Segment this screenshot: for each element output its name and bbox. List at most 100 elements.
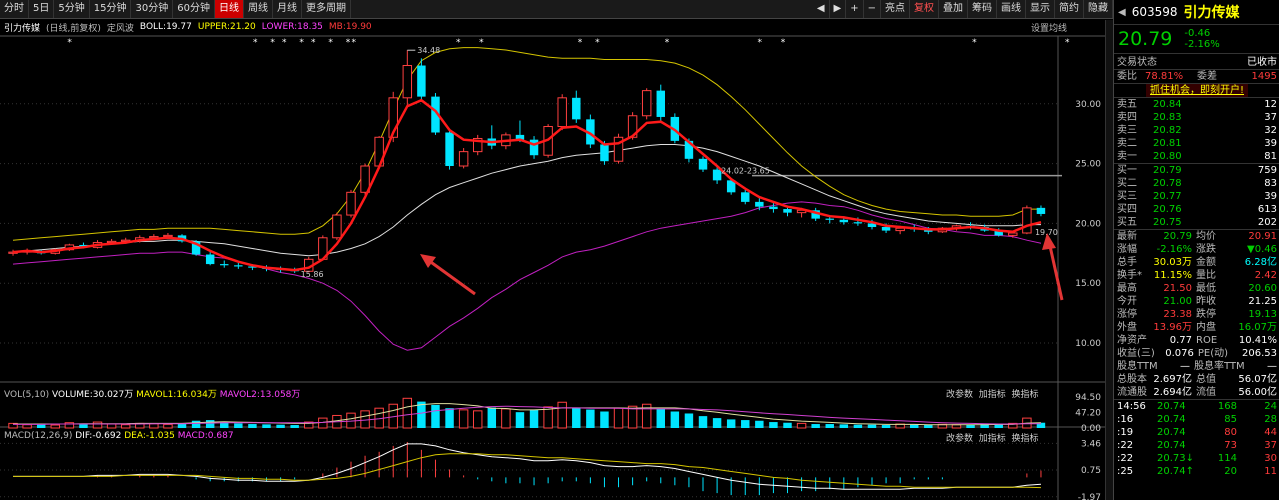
- volume-bar: [712, 418, 722, 428]
- bid-row: 买四 20.76 613: [1114, 203, 1279, 216]
- zoom-out-icon[interactable]: −: [864, 0, 881, 18]
- volume-bar: [1008, 422, 1018, 429]
- macd-add-indicator-button[interactable]: 加指标: [978, 434, 1006, 444]
- toolbar-item-1[interactable]: 复权: [910, 0, 939, 18]
- stat-label: 流通股: [1117, 387, 1147, 398]
- vol-add-indicator-button[interactable]: 加指标: [978, 390, 1006, 400]
- tick-row: :16 20.74 85 28: [1114, 413, 1279, 426]
- stat-value: 6.28亿: [1244, 257, 1277, 268]
- weibi-label: 委比: [1117, 71, 1137, 82]
- tick-time: 14:56: [1117, 401, 1146, 412]
- open-account-banner[interactable]: 抓住机会，即刻开户!: [1145, 84, 1248, 97]
- period-tab-6[interactable]: 日线: [214, 0, 244, 18]
- vertical-scrollbar[interactable]: [1105, 20, 1114, 500]
- period-tab-4[interactable]: 30分钟: [131, 0, 174, 18]
- vol-edit-params-button[interactable]: 改参数: [946, 390, 974, 400]
- nav-left-icon[interactable]: ◀: [813, 0, 830, 18]
- macd-switch-indicator-button[interactable]: 换指标: [1011, 434, 1039, 444]
- signal-star-marker: *: [253, 38, 258, 48]
- candle-body: [656, 90, 665, 117]
- price-tick-label: 30.00: [1075, 100, 1101, 110]
- stat-row: 外盘 13.96万 内盘 16.07万: [1114, 321, 1279, 334]
- stat-label: 最高: [1117, 283, 1137, 294]
- volume-bar: [445, 408, 454, 428]
- signal-star-marker: *: [665, 38, 670, 48]
- period-tab-7[interactable]: 周线: [244, 0, 273, 18]
- stat-value: 10.41%: [1238, 335, 1277, 346]
- stat-label: 最低: [1196, 283, 1216, 294]
- ask-volume: 81: [1264, 151, 1277, 162]
- tick-time: :22: [1117, 453, 1134, 464]
- indicator-name[interactable]: 定风波: [106, 23, 134, 34]
- vol-switch-indicator-button[interactable]: 换指标: [1011, 390, 1039, 400]
- period-tab-2[interactable]: 5分钟: [54, 0, 90, 18]
- period-tab-0[interactable]: 分时: [0, 0, 29, 18]
- volume-bar: [853, 424, 863, 428]
- tick-list: 14:56 20.74 168 24:16 20.74 85 28:19 20.74 80 44:…: [1114, 399, 1279, 478]
- toolbar-item-4[interactable]: 画线: [997, 0, 1026, 18]
- period-toolbar: 分时 5日 5分钟 15分钟 30分钟 60分钟 日线 周线 月线 更多周期 ◀ ▶ + − 亮点 复权 叠加筹…: [0, 0, 1113, 19]
- bid-label: 买一: [1117, 165, 1137, 176]
- volume-bar: [8, 422, 18, 429]
- volume-bar: [910, 424, 919, 428]
- period-tab-3[interactable]: 15分钟: [90, 0, 132, 18]
- weicha-label: 委差: [1197, 71, 1217, 82]
- volume-bar: [290, 425, 299, 428]
- candle-body: [853, 222, 863, 224]
- dea-line: [13, 453, 1042, 489]
- mavol2-value: MAVOL2:13.058万: [219, 390, 301, 400]
- ask-price: 20.83: [1153, 112, 1182, 123]
- candle-body: [388, 97, 398, 138]
- candle-body: [839, 219, 849, 223]
- kline-chart[interactable]: 30.00 25.00 20.00 15.00 10.00 94.50 47.20 0.00 3…: [0, 0, 1105, 500]
- volume-bar: [825, 424, 834, 428]
- stat-value: 30.03万: [1153, 257, 1192, 268]
- period-tab-9[interactable]: 更多周期: [302, 0, 351, 18]
- period-tab-8[interactable]: 月线: [273, 0, 302, 18]
- order-book: 卖五 20.84 12 卖四 20.83 37 卖三 20.82 32 卖二 20.81 39 卖一 20…: [1114, 97, 1279, 229]
- stat-label: 涨跌: [1196, 244, 1216, 255]
- candle-body: [191, 241, 201, 255]
- period-tab-5[interactable]: 60分钟: [173, 0, 215, 18]
- price-change-pct: -2.16%: [1184, 39, 1220, 50]
- stat-label: 收益(三): [1117, 348, 1155, 359]
- volume-bar: [769, 422, 778, 428]
- bid-label: 买二: [1117, 178, 1137, 189]
- toolbar-item-2[interactable]: 叠加: [939, 0, 968, 18]
- candle-body: [881, 227, 891, 231]
- toolbar-item-3[interactable]: 筹码: [968, 0, 997, 18]
- nav-right-icon[interactable]: ▶: [830, 0, 847, 18]
- toolbar-item-5[interactable]: 显示: [1026, 0, 1055, 18]
- bid-label: 买五: [1117, 217, 1137, 228]
- zoom-in-icon[interactable]: +: [846, 0, 864, 18]
- ask-row: 卖三 20.82 32: [1114, 124, 1279, 137]
- volume-bar: [684, 413, 694, 428]
- settings-ma-button[interactable]: 设置均线: [1030, 23, 1067, 34]
- candle-body: [825, 218, 834, 220]
- tick-row: :19 20.74 80 44: [1114, 426, 1279, 439]
- toolbar-item-0[interactable]: 亮点: [881, 0, 910, 18]
- stat-row: 换手* 11.15% 量比 2.42: [1114, 269, 1279, 282]
- ask-volume: 12: [1264, 99, 1277, 110]
- stat-value: 11.15%: [1153, 270, 1192, 281]
- volume-bar: [572, 407, 581, 428]
- macd-edit-params-button[interactable]: 改参数: [946, 434, 974, 444]
- macd-tick-label: 0.75: [1081, 466, 1101, 476]
- stat-row: 今开 21.00 昨收 21.25: [1114, 295, 1279, 308]
- candle-body: [360, 165, 370, 193]
- macd-pane-buttons: 改参数 加指标 换指标: [946, 431, 1039, 444]
- price-tick-label: 25.00: [1075, 160, 1101, 170]
- toolbar-item-7[interactable]: 隐藏: [1084, 0, 1113, 18]
- mavol2-line: [13, 405, 1041, 425]
- stat-label: 最新: [1117, 231, 1137, 242]
- candle-body: [458, 151, 469, 167]
- toolbar-item-6[interactable]: 简约: [1055, 0, 1084, 18]
- period-tab-1[interactable]: 5日: [29, 0, 55, 18]
- prev-stock-icon[interactable]: ◀: [1118, 6, 1126, 18]
- stat-label: 流值: [1196, 387, 1216, 398]
- last-price-label: 19.70: [1035, 228, 1058, 237]
- volume-bar: [881, 425, 891, 428]
- tick-price: 20.74: [1157, 440, 1186, 451]
- tick-volume: 85: [1224, 414, 1237, 425]
- bid-volume: 202: [1257, 217, 1277, 228]
